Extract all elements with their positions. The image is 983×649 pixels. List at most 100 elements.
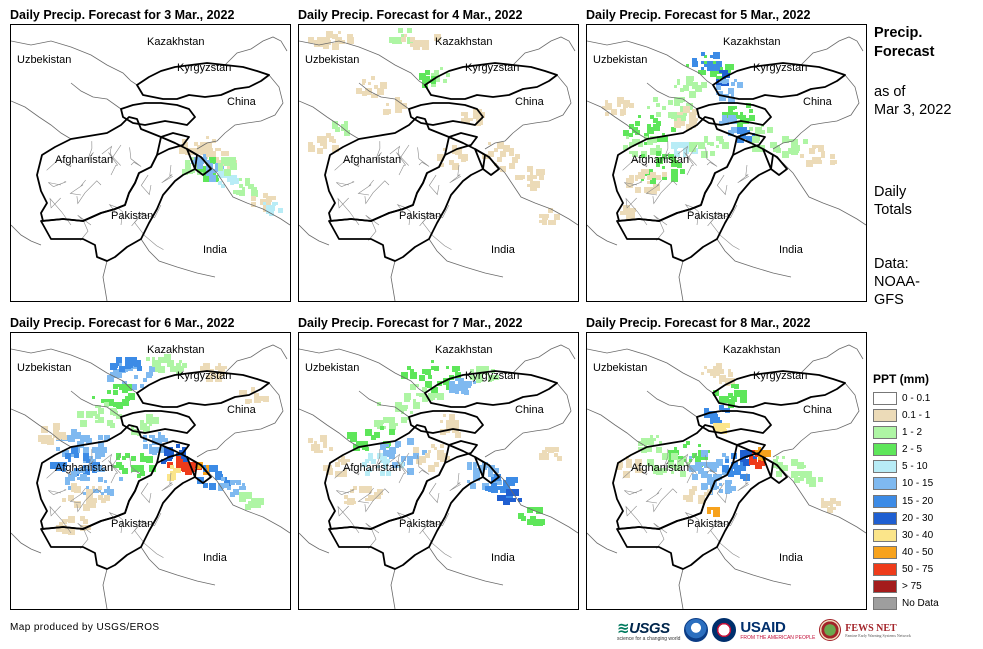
legend-swatch xyxy=(873,460,897,474)
precip-cell xyxy=(230,480,235,485)
precip-cell xyxy=(383,465,387,469)
admin-boundary-line xyxy=(140,174,152,196)
precip-cell xyxy=(740,390,747,397)
precip-map: Kazakhstan Uzbekistan Kyrgyzstan China Afgha… xyxy=(10,332,291,610)
precip-cell xyxy=(323,145,327,149)
precip-cell xyxy=(683,154,686,157)
label-uzbekistan: Uzbekistan xyxy=(17,362,71,374)
admin-boundary-line xyxy=(336,181,355,188)
precip-cell xyxy=(437,154,444,161)
side-period-line1: Daily xyxy=(874,184,907,200)
pakistan-outline xyxy=(40,444,198,570)
precip-cell xyxy=(626,214,631,219)
precip-cell xyxy=(140,468,143,471)
precip-cell xyxy=(308,438,313,443)
precip-cell xyxy=(209,163,213,167)
precip-cell xyxy=(674,465,680,471)
precip-cell xyxy=(668,154,671,157)
precip-cell xyxy=(167,450,174,457)
country-border-line xyxy=(716,238,792,278)
admin-boundary-line xyxy=(663,141,670,161)
precip-cell xyxy=(698,456,702,460)
forecast-panel-1: Daily Precip. Forecast for 3 Mar., 2022 … xyxy=(10,8,291,308)
precip-map: Kazakhstan Uzbekistan Kyrgyzstan China Afgha… xyxy=(298,24,579,302)
legend-swatch xyxy=(873,392,897,405)
precip-cell xyxy=(713,417,720,424)
country-border-line xyxy=(587,532,618,554)
precip-cell xyxy=(146,414,150,418)
precip-cell xyxy=(632,139,637,144)
precip-cell xyxy=(176,459,183,466)
precip-cell xyxy=(323,43,329,49)
precip-cell xyxy=(455,372,458,375)
precip-cell xyxy=(692,453,697,458)
precip-cell xyxy=(149,423,152,426)
precip-cell xyxy=(239,190,245,196)
precip-cell xyxy=(158,435,165,442)
precip-cell xyxy=(413,399,416,402)
country-borders xyxy=(11,344,290,609)
admin-boundary-line xyxy=(49,197,72,226)
precip-cell xyxy=(623,205,630,212)
precip-cell xyxy=(509,498,513,502)
precip-cell xyxy=(437,450,444,457)
label-afghanistan: Afghanistan xyxy=(55,154,113,166)
precip-cell xyxy=(98,417,104,423)
country-border-line xyxy=(484,74,572,150)
precip-cell xyxy=(71,447,78,454)
precip-cell xyxy=(512,498,516,502)
precip-cell xyxy=(407,366,411,370)
precip-cell xyxy=(740,465,746,471)
focus-country-outlines xyxy=(612,62,846,262)
precip-cell xyxy=(62,528,68,534)
country-border-line xyxy=(484,154,578,226)
precip-cell xyxy=(119,465,124,470)
admin-boundary-line xyxy=(449,164,461,184)
precip-cell xyxy=(419,375,423,379)
precip-cell xyxy=(104,489,108,493)
precip-cell xyxy=(605,103,612,110)
precip-cell xyxy=(470,375,475,380)
precip-cell xyxy=(161,459,166,464)
country-borders xyxy=(11,36,290,301)
admin-boundary-line xyxy=(684,460,697,484)
precip-cell xyxy=(422,43,425,46)
admin-boundary-line xyxy=(375,449,382,469)
precip-cell xyxy=(689,456,692,459)
precip-cell xyxy=(122,387,128,393)
precip-cell xyxy=(623,145,628,150)
precip-cell xyxy=(449,381,455,387)
map-labels: Kazakhstan Uzbekistan Kyrgyzstan China Afgha… xyxy=(305,344,545,564)
precip-cell xyxy=(683,456,686,459)
precip-cell xyxy=(704,408,709,413)
label-china: China xyxy=(515,404,545,416)
usaid-logo-tagline: FROM THE AMERICAN PEOPLE xyxy=(740,635,816,641)
precip-cell xyxy=(692,489,695,492)
precip-cell xyxy=(791,142,797,148)
side-asof-line2: Mar 3, 2022 xyxy=(874,102,952,118)
precip-cell xyxy=(680,97,685,102)
precip-cell xyxy=(404,405,408,409)
country-border-line xyxy=(484,462,578,534)
admin-boundaries xyxy=(46,449,173,558)
precip-cell xyxy=(431,444,435,448)
precip-cell xyxy=(461,118,466,123)
precip-cell xyxy=(695,142,698,145)
panel-title: Daily Precip. Forecast for 7 Mar., 2022 xyxy=(298,316,523,330)
admin-boundary-line xyxy=(49,505,72,534)
precip-cell xyxy=(680,88,684,92)
label-pakistan: Pakistan xyxy=(111,518,153,530)
precip-cell xyxy=(455,384,462,391)
precip-cell xyxy=(497,142,504,149)
precip-cell xyxy=(392,462,398,468)
label-china: China xyxy=(515,96,545,108)
precip-cell xyxy=(677,82,680,85)
country-border-line xyxy=(11,40,138,86)
precip-cell xyxy=(806,160,813,167)
precip-cell xyxy=(431,387,438,394)
precip-cell xyxy=(194,157,201,164)
precip-cell xyxy=(629,124,634,129)
precip-cell xyxy=(422,396,428,402)
precip-cell xyxy=(437,396,441,400)
precip-cell xyxy=(137,474,141,478)
